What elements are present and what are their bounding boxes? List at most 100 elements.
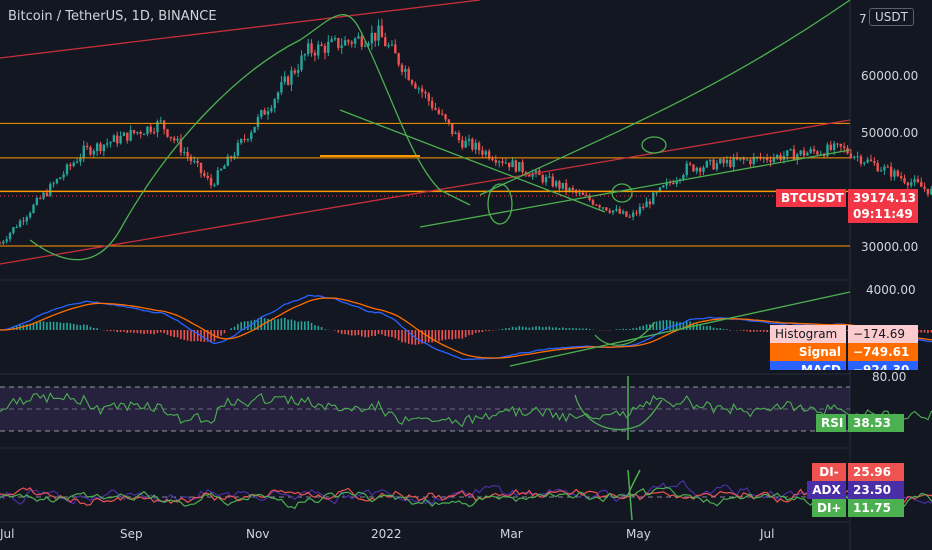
- di-plus-line: [0, 486, 932, 510]
- candle-body: [0, 243, 2, 245]
- candle-body: [916, 179, 920, 183]
- trendline-red: [0, 119, 851, 265]
- candle-body: [826, 144, 829, 157]
- annotation-circle: [611, 183, 633, 203]
- candle-body: [146, 126, 149, 135]
- candle-body: [310, 43, 313, 53]
- candle-body: [796, 154, 799, 161]
- candle-body: [414, 83, 417, 89]
- candle-body: [685, 163, 688, 176]
- candle-body: [621, 211, 625, 214]
- candle-body: [28, 212, 32, 218]
- trendline-red: [0, 0, 481, 59]
- candle-body: [173, 138, 176, 141]
- candle-body: [186, 151, 189, 157]
- candle-body: [695, 167, 698, 172]
- candle-body: [722, 158, 725, 164]
- candle-body: [464, 140, 467, 148]
- candle-body: [802, 150, 806, 156]
- candle-body: [561, 182, 564, 189]
- time-tick: Sep: [120, 527, 143, 541]
- currency-button[interactable]: USDT: [869, 8, 914, 26]
- candle-body: [410, 80, 414, 84]
- candle-body: [25, 217, 28, 222]
- candle-body: [648, 201, 652, 205]
- candle-body: [675, 180, 678, 185]
- macd-line: [0, 294, 932, 361]
- candle-body: [662, 185, 665, 188]
- time-tick: Mar: [500, 527, 523, 541]
- candle-body: [209, 177, 213, 186]
- candle-body: [159, 120, 162, 122]
- candle-body: [642, 206, 645, 208]
- candle-body: [360, 36, 363, 47]
- candle-body: [89, 147, 92, 155]
- candle-body: [588, 195, 591, 201]
- candle-body: [548, 176, 551, 178]
- candle-body: [337, 38, 340, 48]
- candle-body: [166, 129, 169, 137]
- histogram-label: Histogram: [770, 325, 846, 343]
- candle-body: [913, 179, 916, 183]
- candle-body: [363, 45, 367, 47]
- candle-body: [266, 111, 270, 115]
- candle-body: [199, 162, 203, 174]
- macd-label: MACD: [770, 361, 846, 370]
- candle-body: [189, 156, 193, 162]
- candle-body: [471, 139, 474, 150]
- candle-body: [59, 177, 62, 180]
- candle-body: [380, 25, 384, 38]
- candle-body: [169, 136, 173, 139]
- price-tick: 50000.00: [861, 126, 919, 140]
- candle-body: [930, 188, 932, 195]
- candle-body: [350, 41, 353, 44]
- candle-body: [611, 210, 615, 213]
- candle-body: [682, 175, 685, 180]
- candle-body: [434, 108, 437, 110]
- di-minus-label: DI-: [812, 463, 846, 481]
- candle-body: [82, 145, 85, 158]
- candle-body: [712, 159, 715, 170]
- candle-body: [92, 150, 95, 155]
- time-tick: Jul: [0, 527, 15, 541]
- symbol-price-label: BTCUSDT: [776, 189, 846, 207]
- candle-body: [645, 201, 648, 208]
- candle-body: [367, 43, 370, 46]
- candle-body: [518, 162, 521, 172]
- candle-body: [152, 132, 156, 134]
- candle-body: [755, 156, 759, 158]
- candle-body: [812, 149, 816, 152]
- candle-body: [883, 166, 886, 171]
- candle-body: [531, 173, 534, 177]
- candle-body: [343, 40, 347, 46]
- candle-body: [112, 135, 116, 142]
- candle-body: [863, 162, 866, 164]
- candle-body: [55, 179, 59, 184]
- candle-body: [926, 188, 930, 195]
- candle-body: [558, 181, 561, 189]
- adx-label: ADX: [807, 481, 846, 499]
- candle-body: [789, 149, 792, 151]
- candle-body: [22, 220, 25, 222]
- candle-body: [709, 159, 712, 162]
- candle-body: [521, 162, 524, 173]
- candle-body: [481, 150, 484, 155]
- candle-body: [49, 184, 52, 196]
- candle-body: [564, 182, 568, 191]
- candle-body: [786, 150, 789, 156]
- macd-value: −924.30: [848, 361, 918, 370]
- candle-body: [243, 139, 246, 141]
- adx-value: 23.50: [848, 481, 904, 499]
- candle-body: [95, 143, 99, 151]
- candle-body: [250, 132, 253, 140]
- candle-body: [859, 156, 863, 164]
- candle-body: [544, 177, 548, 183]
- di-minus-value: 25.96: [848, 463, 904, 481]
- candle-body: [541, 175, 544, 183]
- di-plus-value: 11.75: [848, 499, 904, 517]
- candle-body: [149, 126, 152, 133]
- candle-body: [772, 158, 776, 162]
- trend-curve-green: [479, 0, 851, 196]
